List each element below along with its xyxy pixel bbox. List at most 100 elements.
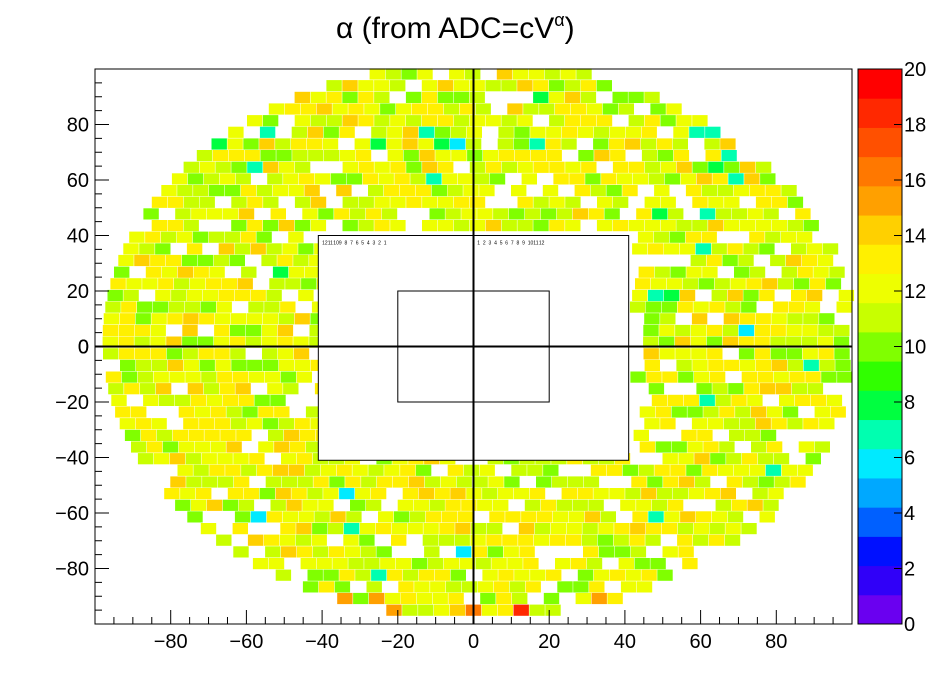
heat-cell [817, 336, 834, 348]
heat-cell [290, 441, 306, 453]
heat-cell [518, 534, 534, 546]
heat-cell [374, 115, 390, 127]
heat-cell [364, 558, 380, 570]
heat-cell [450, 488, 466, 500]
heat-cell [183, 161, 199, 173]
heat-cell [705, 126, 721, 138]
heat-cell [514, 126, 530, 138]
heat-cell [691, 418, 708, 430]
heat-cell [795, 208, 811, 220]
heat-cell [246, 418, 263, 430]
heat-cell [643, 348, 659, 360]
heat-cell [543, 592, 560, 605]
heat-cell [294, 115, 311, 127]
heat-cell [121, 371, 138, 383]
heat-cell [479, 464, 495, 476]
heat-cell [256, 231, 272, 243]
heat-cell [308, 150, 324, 162]
heat-cell [378, 511, 394, 523]
heat-cell [717, 185, 734, 197]
heat-cell [245, 336, 261, 348]
heat-cell [199, 313, 215, 325]
heat-cell [169, 371, 185, 383]
colorbar-label: 12 [904, 281, 926, 303]
heat-cell [429, 208, 445, 220]
heat-cell [604, 208, 620, 220]
heat-cell [219, 383, 235, 395]
heat-cell [514, 150, 531, 162]
heat-cell [118, 348, 135, 360]
heat-cell [171, 289, 187, 302]
heat-cell [755, 220, 772, 232]
heat-cell [833, 336, 850, 348]
heat-cell [442, 173, 458, 185]
heat-cell [786, 348, 802, 360]
heat-cell [375, 523, 392, 535]
heat-cell [591, 592, 607, 605]
cell-id-label: 12 [539, 241, 545, 247]
heat-cell [322, 138, 339, 150]
heat-cell [446, 581, 462, 593]
heat-cell [194, 441, 210, 453]
heat-cell [666, 103, 682, 115]
heat-cell [534, 523, 551, 535]
heat-cell [763, 499, 779, 511]
heat-cell [432, 592, 448, 605]
heat-cell [108, 383, 124, 395]
heat-cell [307, 126, 323, 138]
heat-cell [187, 173, 204, 185]
heat-cell [480, 592, 496, 605]
heat-cell [301, 278, 317, 290]
heat-cell [261, 254, 277, 267]
heat-cell [131, 406, 147, 418]
heat-cell [443, 103, 460, 115]
heat-cell [644, 313, 660, 325]
heat-cell [565, 196, 581, 208]
heat-cell [707, 418, 724, 430]
cell-id-label: 8 [345, 241, 348, 247]
heat-cell [298, 243, 314, 255]
heat-cell [789, 371, 805, 383]
heat-cell [376, 546, 392, 558]
heat-cell [773, 453, 790, 465]
heat-cell [771, 359, 788, 371]
heat-cell [805, 371, 821, 383]
heat-cell [766, 441, 783, 453]
heat-cell [546, 126, 562, 138]
heat-cell [695, 243, 711, 255]
heat-cell [469, 91, 485, 103]
heat-cell [646, 371, 662, 383]
heat-cell [806, 289, 823, 302]
heat-cell [661, 523, 678, 535]
heat-cell [249, 453, 265, 465]
heat-cell [574, 185, 590, 197]
heat-cell [150, 254, 166, 267]
heat-cell [754, 336, 770, 348]
heat-cell [498, 488, 514, 500]
heat-cell [786, 324, 802, 337]
heat-cell [355, 150, 372, 162]
heat-cell [793, 278, 810, 290]
heat-cell [636, 499, 652, 511]
heat-cell [757, 371, 773, 383]
heat-cell [153, 453, 170, 465]
heat-cell [781, 185, 797, 197]
heat-cell [102, 336, 118, 348]
heat-cell [685, 185, 702, 197]
heat-cell [661, 301, 677, 313]
heat-cell [279, 161, 295, 173]
heat-cell [453, 80, 469, 92]
heat-cell [683, 394, 699, 406]
heat-cell [552, 511, 569, 523]
heat-cell [191, 499, 207, 511]
heat-cell [708, 161, 724, 173]
heat-cell [498, 126, 514, 138]
heat-cell [272, 266, 289, 278]
heat-cell [353, 592, 369, 605]
heat-cell [183, 418, 199, 430]
heat-cell [371, 569, 387, 581]
heat-cell [691, 324, 707, 337]
heat-cell [425, 511, 442, 523]
heat-cell [350, 208, 366, 220]
heat-cell [690, 254, 706, 267]
